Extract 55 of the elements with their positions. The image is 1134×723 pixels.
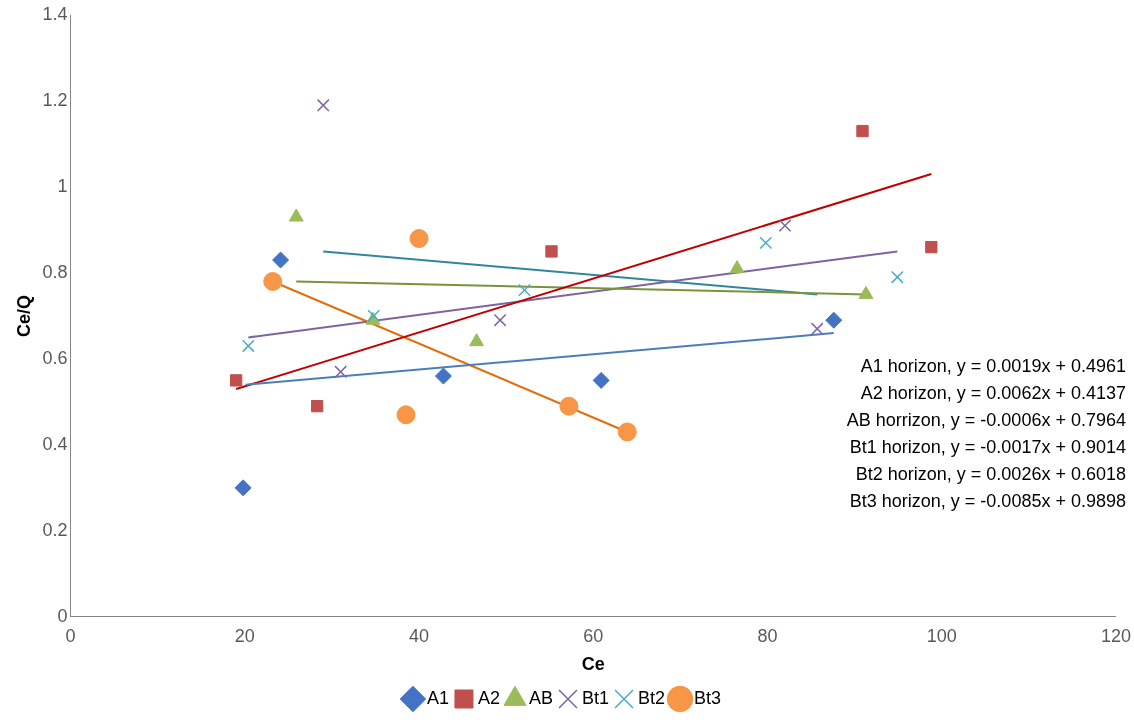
legend-label: A1 [426,687,449,708]
point [518,283,531,297]
point [890,270,904,284]
point [729,260,745,274]
point [810,322,824,336]
point [759,236,773,250]
y-tick-label: 1 [57,175,68,196]
point [493,313,507,327]
legend-label: Bt3 [694,687,722,708]
x-tick-label: 100 [926,625,957,646]
point [469,333,484,347]
annotation: A2 horizon, y = 0.0062x + 0.4137 [860,383,1126,404]
annotation: A1 horizon, y = 0.0019x + 0.4961 [860,356,1126,377]
x-tick-label: 40 [409,625,430,646]
y-tick-label: 0.8 [42,261,68,282]
point [263,272,283,292]
point [334,365,348,379]
x-tick-label: 60 [583,625,604,646]
legend-label: A2 [477,687,500,708]
point [241,339,255,353]
annotation: Bt2 horizon, y = 0.0026x + 0.6018 [855,464,1126,485]
annotation: Bt1 horizon, y = -0.0017x + 0.9014 [849,437,1126,458]
x-tick-label: 80 [757,625,778,646]
point [825,311,843,329]
legend-label: Bt1 [582,687,610,708]
point [288,208,304,222]
point [311,400,324,413]
point [409,229,429,249]
x-tick-label: 120 [1100,625,1132,646]
point [434,367,452,385]
point [856,124,869,138]
point [592,371,610,389]
point [545,245,558,258]
point [272,251,290,269]
point [396,405,416,425]
legend-label: Bt2 [638,687,666,708]
point [229,374,243,387]
point [234,479,252,497]
point [778,219,792,233]
y-tick-label: 0 [57,605,68,626]
x-axis-title: Ce [581,654,605,675]
y-tick-label: 1.4 [42,3,68,24]
point [925,240,938,254]
annotation: Bt3 horizon, y = -0.0085x + 0.9898 [849,491,1126,512]
point [559,396,579,416]
x-tick-label: 20 [234,625,255,646]
y-tick-label: 0.2 [42,519,68,540]
y-tick-label: 1.2 [42,89,68,110]
point [617,422,637,442]
annotation: AB horrizon, y = -0.0006x + 0.7964 [846,410,1126,431]
y-tick-label: 0.6 [42,347,68,368]
y-tick-label: 0.4 [42,433,68,454]
point [316,98,330,112]
y-axis-title: Ce/Q [13,294,34,337]
legend-label: AB [528,687,553,708]
